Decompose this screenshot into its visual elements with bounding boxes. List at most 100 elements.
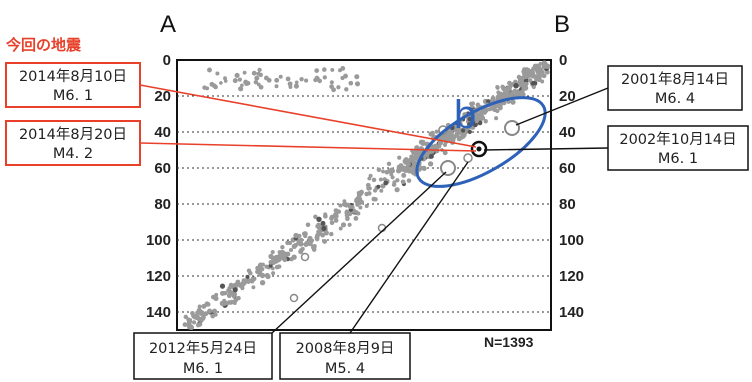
seismicity-dot [544,63,551,69]
seismicity-dot [213,312,218,317]
seismicity-dot [298,249,304,255]
seismicity-dot [358,205,363,210]
cluster-label-b: b [454,93,476,137]
seismicity-dot [376,167,382,173]
seismicity-dot [274,84,279,89]
seismicity-dot [200,314,206,320]
seismicity-dot [274,77,280,83]
seismicity-dot [445,132,451,139]
seismicity-dot [273,254,279,260]
seismicity-dot [301,231,306,236]
seismicity-dot [458,135,464,141]
past-event-magnitude-2012: M6. 1 [183,361,223,377]
seismicity-dot [424,153,429,158]
seismicity-dot [358,199,364,205]
seismicity-dot [251,70,257,76]
seismicity-dot [248,270,253,276]
leader-line-2001 [515,87,609,126]
seismicity-dot [320,232,325,238]
seismicity-dot [467,129,472,135]
seismicity-dot [355,196,360,201]
seismicity-dot [345,215,350,220]
seismicity-dot [348,80,354,86]
seismicity-dot [297,240,303,246]
seismicity-dot [368,186,372,191]
right-tick-label: 40 [559,124,576,141]
event-circle-2012 [440,160,456,176]
seismicity-dot [365,182,371,188]
seismicity-dot [427,161,434,167]
seismicity-dot [442,142,448,147]
seismicity-dot [329,231,334,237]
seismicity-dot [333,213,339,219]
seismicity-dot [421,165,427,172]
seismicity-dot [401,172,407,178]
seismicity-dot [238,86,244,92]
seismicity-dot [394,187,400,193]
seismicity-dot [251,285,256,290]
leader-line-2014-08-20 [139,142,477,152]
seismicity-dot [380,183,386,189]
seismicity-dot [391,182,397,187]
seismicity-dot [333,218,339,223]
seismicity-dot [454,125,460,130]
left-tick-label: 40 [154,124,171,141]
seismicity-dot [367,176,372,181]
seismicity-dot [475,102,481,108]
seismicity-dot [237,77,242,82]
seismicity-dot [428,153,434,159]
seismicity-dot [466,125,472,131]
seismicity-dot [223,76,227,81]
leader-line-2008 [349,161,469,334]
past-event-box-2008: 2008年8月9日 M5. 4 [279,332,411,380]
seismicity-dot [535,68,541,74]
seismicity-dot [322,67,327,72]
left-tick-label: 60 [154,160,171,177]
seismicity-dot [505,85,511,92]
seismicity-dot [376,184,381,189]
end-label-b: B [554,11,570,38]
seismicity-dot [533,74,538,79]
seismicity-dot [405,161,411,167]
past-event-magnitude-2008: M5. 4 [325,361,365,377]
leader-line-2002 [483,147,609,151]
seismicity-dot [190,310,195,316]
past-event-date-2012: 2012年5月24日 [149,340,257,357]
seismicity-dot [268,253,274,260]
seismicity-dot [474,118,480,124]
seismicity-dot [203,311,209,317]
end-label-a: A [160,11,176,38]
seismicity-dot [404,168,409,173]
current-event-marker [470,140,488,158]
event-circle-2001 [504,120,520,136]
right-tick-label: 120 [559,268,584,285]
seismicity-dot [379,188,384,193]
seismicity-dot [479,114,485,120]
seismicity-dot [231,294,237,299]
seismicity-dot [213,295,219,301]
seismicity-dot [232,301,237,306]
seismicity-dot [282,257,288,263]
left-tick-label: 120 [146,268,171,285]
seismicity-dot [207,308,213,314]
seismicity-dot [207,67,212,73]
seismicity-dot [501,86,506,92]
past-event-magnitude-2001: M6. 4 [655,91,695,107]
seismicity-dot [293,83,299,89]
seismicity-dot [234,72,240,78]
seismicity-dot [381,169,385,174]
seismicity-dot [283,251,289,258]
left-depth-axis: 0 20 40 60 80 100 120 140 [146,52,171,321]
seismicity-dot [398,163,404,169]
seismicity-dot [229,299,234,304]
seismicity-dot [195,310,200,316]
seismicity-dot [258,72,263,78]
seismicity-dot [430,130,435,136]
seismicity-dot [271,271,276,276]
seismicity-dot [399,167,404,172]
seismicity-dot [212,308,218,314]
seismicity-dot [527,78,533,83]
seismicity-dot [321,225,327,232]
current-event-magnitude-2: M4. 2 [53,146,93,162]
seismicity-dot [304,240,310,246]
